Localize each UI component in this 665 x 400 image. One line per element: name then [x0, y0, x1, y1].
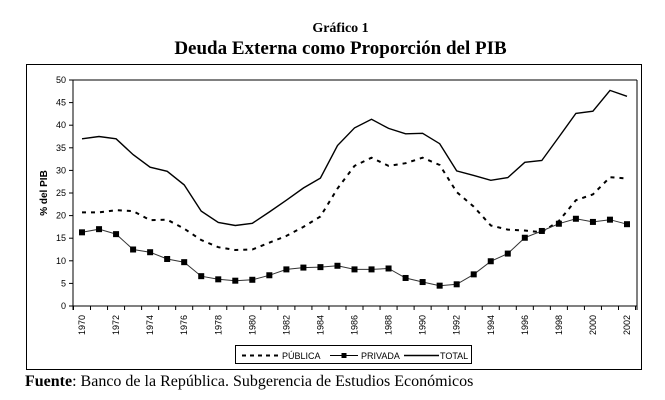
x-tick-label: 1988	[384, 315, 394, 335]
point-privada	[589, 218, 596, 225]
point-privada	[130, 246, 137, 253]
x-tick-label: 1990	[418, 315, 428, 335]
point-privada	[164, 255, 171, 262]
point-privada	[215, 276, 222, 283]
point-privada	[624, 221, 630, 228]
source-note: Fuente: Banco de la República. Subgerenc…	[25, 373, 473, 391]
point-privada	[470, 271, 477, 278]
point-privada	[402, 274, 409, 281]
point-privada	[521, 234, 528, 241]
x-tick-label: 1996	[520, 315, 530, 335]
legend-label-publica: PÚBLICA	[282, 351, 321, 361]
x-tick-label: 1972	[111, 315, 121, 335]
x-tick-label: 1982	[281, 315, 291, 335]
x-tick-label: 1984	[315, 315, 325, 335]
point-privada	[147, 249, 154, 256]
legend-label-privada: PRIVADA	[361, 351, 400, 361]
x-tick-label: 1970	[77, 315, 87, 335]
x-tick-label: 1998	[554, 315, 564, 335]
y-tick-label: 30	[56, 165, 66, 175]
point-privada	[181, 259, 188, 266]
y-tick-label: 0	[61, 301, 66, 311]
series-layer	[79, 89, 630, 289]
point-privada	[436, 282, 443, 289]
legend: PÚBLICA PRIVADA TOTAL	[235, 345, 472, 364]
point-privada	[113, 231, 120, 238]
x-tick-label: 1978	[213, 315, 223, 335]
point-privada	[300, 264, 307, 271]
y-tick-label: 10	[56, 256, 66, 266]
x-tick-label: 1992	[452, 315, 462, 335]
chart-title: Deuda Externa como Proporción del PIB	[174, 38, 507, 59]
point-privada	[249, 276, 256, 283]
figure-label: Gráfico 1	[312, 21, 369, 36]
point-privada	[334, 262, 341, 269]
y-axis-label: % del PIB	[39, 170, 50, 216]
series-line-publica	[82, 156, 628, 252]
point-privada	[351, 266, 358, 273]
series-line-total	[81, 89, 628, 227]
x-tick-label: 1976	[179, 315, 189, 335]
point-privada	[266, 272, 273, 279]
point-privada	[232, 277, 239, 284]
point-privada	[283, 266, 290, 273]
y-tick-label: 25	[56, 188, 66, 198]
point-privada	[555, 220, 562, 227]
point-privada	[572, 215, 579, 222]
axes: 0 5 10 15 20 25 30 35 40 45 50 1970 1972 1974 1976 1978…	[56, 75, 638, 335]
point-privada	[317, 264, 324, 271]
source-prefix: Fuente	[25, 373, 73, 390]
point-privada	[538, 227, 545, 234]
source-text: : Banco de la República. Subgerencia de …	[72, 373, 474, 390]
point-privada	[419, 279, 426, 286]
point-privada	[79, 229, 85, 236]
y-tick-label: 15	[56, 233, 66, 243]
point-privada	[385, 265, 392, 272]
point-privada	[96, 226, 103, 233]
point-privada	[453, 281, 460, 288]
x-tick-label: 1980	[247, 315, 257, 335]
legend-label-total: TOTAL	[440, 351, 468, 361]
point-privada	[368, 266, 375, 273]
point-privada	[487, 258, 494, 265]
chart-frame	[26, 64, 642, 370]
y-tick-label: 45	[56, 98, 66, 108]
y-tick-label: 50	[56, 75, 66, 85]
y-tick-label: 40	[56, 120, 66, 130]
point-privada	[198, 273, 205, 280]
x-tick-label: 1986	[350, 315, 360, 335]
y-tick-label: 35	[56, 143, 66, 153]
point-privada	[504, 250, 511, 257]
legend-marker-privada	[341, 353, 347, 358]
series-line-privada	[81, 218, 628, 287]
x-tick-label: 1974	[145, 315, 155, 335]
y-tick-label: 5	[61, 278, 66, 288]
y-tick-label: 20	[56, 211, 66, 221]
point-privada	[606, 216, 613, 223]
x-tick-label: 1994	[486, 315, 496, 335]
x-tick-label: 2002	[622, 315, 632, 335]
x-tick-label: 2000	[588, 315, 598, 335]
